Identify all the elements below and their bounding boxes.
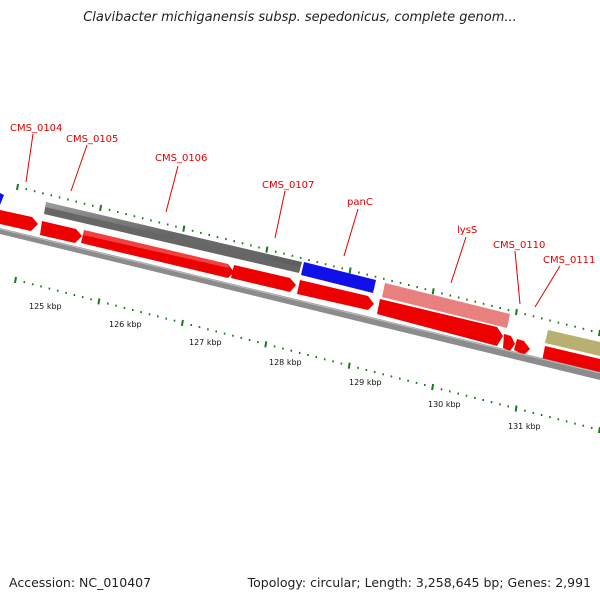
kbp-label-125: 125 kbp	[29, 302, 62, 311]
upper-major-tick	[514, 308, 518, 316]
label-cms-0107-text: CMS_0107	[262, 180, 314, 191]
feature-red-3	[81, 230, 234, 278]
label-cms-0105: CMS_0105	[66, 134, 118, 192]
feature-red-2	[40, 221, 82, 243]
topology-text: Topology: circular; Length: 3,258,645 bp…	[247, 575, 591, 590]
gene-labels: CMS_0104 CMS_0105 CMS_0106 CMS_0107 panC…	[10, 123, 595, 308]
feature-red-6	[377, 299, 503, 346]
label-cms-0110-text: CMS_0110	[493, 240, 545, 251]
feature-lys-s-pink	[382, 283, 510, 328]
kbp-label-131: 131 kbp	[508, 422, 541, 431]
upper-major-tick	[99, 204, 103, 212]
backbone-highlight	[0, 228, 600, 374]
label-cms-0111: CMS_0111	[534, 255, 595, 308]
kbp-label-128: 128 kbp	[269, 358, 302, 367]
feature-cms-0111-olive	[545, 330, 600, 356]
label-cms-0110: CMS_0110	[493, 240, 545, 305]
accession-text: Accession: NC_010407	[9, 575, 152, 590]
label-cms-0106-text: CMS_0106	[155, 153, 207, 164]
forward-strand	[0, 193, 600, 356]
lower-tick-marks	[14, 276, 600, 434]
feature-red-1	[0, 210, 38, 231]
genome-backbone	[0, 228, 600, 380]
feature-red-4	[231, 265, 296, 292]
reverse-strand	[0, 210, 600, 377]
feature-red-8	[514, 339, 530, 355]
lower-major-tick	[180, 319, 184, 327]
upper-major-tick	[265, 246, 269, 253]
upper-major-tick	[348, 267, 352, 274]
upper-major-tick	[16, 183, 19, 191]
kbp-labels: 125 kbp 126 kbp 127 kbp 128 kbp 129 kbp …	[29, 302, 541, 431]
upper-major-tick	[431, 288, 435, 295]
label-lys-s: lysS	[450, 225, 477, 284]
label-pan-c-text: panC	[347, 197, 373, 208]
upper-major-tick	[182, 225, 186, 232]
lower-major-tick	[97, 298, 101, 305]
label-pan-c: panC	[343, 197, 373, 257]
feature-red-5	[297, 280, 374, 310]
feature-red-gloss	[83, 230, 229, 268]
kbp-label-126: 126 kbp	[109, 320, 142, 329]
feature-gloss	[45, 202, 302, 267]
map-title: Clavibacter michiganensis subsp. sepedon…	[83, 10, 517, 25]
label-cms-0104: CMS_0104	[10, 123, 62, 183]
upper-tick-marks	[16, 183, 600, 337]
kbp-label-130: 130 kbp	[428, 400, 461, 409]
lower-major-tick	[347, 362, 351, 369]
lower-major-tick	[514, 405, 518, 412]
label-cms-0106: CMS_0106	[155, 153, 207, 213]
lower-major-tick	[431, 383, 435, 391]
label-cms-0111-text: CMS_0111	[543, 255, 595, 266]
feature-blue-edge	[0, 193, 4, 205]
label-lys-s-text: lysS	[457, 225, 477, 236]
feature-red-7	[503, 334, 515, 351]
label-cms-0104-text: CMS_0104	[10, 123, 62, 134]
lower-major-tick	[14, 276, 17, 284]
label-cms-0105-text: CMS_0105	[66, 134, 118, 145]
kbp-label-127: 127 kbp	[189, 338, 222, 347]
kbp-label-129: 129 kbp	[349, 378, 382, 387]
lower-major-tick	[264, 341, 268, 348]
label-cms-0107: CMS_0107	[262, 180, 314, 239]
feature-pan-c-blue	[301, 262, 376, 293]
